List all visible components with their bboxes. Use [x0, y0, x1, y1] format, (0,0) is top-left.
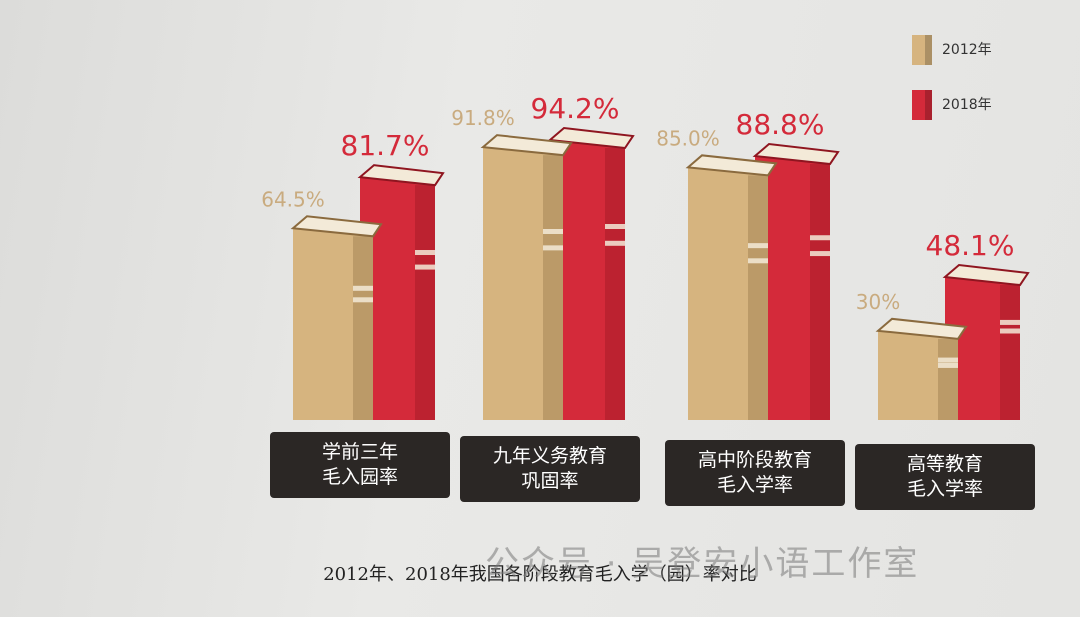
- book-stripe: [605, 240, 625, 246]
- legend-label: 2018年: [942, 97, 992, 113]
- book-spine: [353, 236, 373, 420]
- book-spine: [748, 175, 768, 420]
- value-label: 85.0%: [656, 126, 720, 150]
- book-stripe: [415, 250, 435, 256]
- value-label: 30%: [856, 290, 900, 314]
- bar: [878, 330, 958, 420]
- book-top: [290, 215, 383, 238]
- value-label: 48.1%: [926, 229, 1015, 262]
- book-stripe: [1000, 319, 1020, 325]
- book-spine: [543, 155, 563, 420]
- book-stripe: [938, 362, 958, 368]
- legend-label: 2012年: [942, 42, 992, 58]
- watermark: 公众号 · 吴登安小语工作室: [485, 544, 920, 584]
- category-label: 九年义务教育 巩固率: [460, 436, 640, 502]
- book-spine: [415, 185, 435, 420]
- book-stripe: [543, 228, 563, 234]
- book-top: [685, 154, 778, 177]
- legend-swatch: [912, 35, 932, 65]
- value-label: 94.2%: [531, 92, 620, 125]
- book-top: [875, 317, 968, 340]
- book-top: [942, 263, 1030, 287]
- book-stripe: [543, 245, 563, 251]
- value-label: 91.8%: [451, 106, 515, 130]
- book-top: [752, 143, 840, 166]
- category-label: 高中阶段教育 毛入学率: [665, 440, 845, 506]
- book-spine: [605, 148, 625, 420]
- book-stripe: [748, 243, 768, 249]
- book-top: [547, 126, 635, 150]
- book-stripe: [810, 251, 830, 257]
- book-stripe: [810, 235, 830, 241]
- value-label: 64.5%: [261, 187, 325, 211]
- book-stripe: [748, 258, 768, 264]
- legend-swatch: [912, 90, 932, 120]
- book-spine: [938, 338, 958, 420]
- category-label: 学前三年 毛入园率: [270, 432, 450, 498]
- bar: [688, 167, 768, 420]
- book-stripe: [938, 357, 958, 363]
- book-spine: [810, 164, 830, 420]
- book-stripe: [353, 297, 373, 303]
- bar: [293, 228, 373, 420]
- legend-swatch-stripe: [925, 35, 932, 65]
- book-stripe: [1000, 328, 1020, 334]
- book-stripe: [353, 285, 373, 291]
- book-spine: [1000, 285, 1020, 420]
- category-label: 高等教育 毛入学率: [855, 444, 1035, 510]
- chart-title: 2012年、2018年我国各阶段教育毛入学（园）率对比: [323, 564, 757, 585]
- book-stripe: [605, 224, 625, 229]
- book-top: [357, 164, 445, 187]
- legend-swatch-stripe: [925, 90, 932, 120]
- book-top: [480, 134, 573, 157]
- bar: [483, 147, 563, 420]
- value-label: 81.7%: [341, 129, 430, 162]
- book-stripe: [415, 264, 435, 270]
- value-label: 88.8%: [736, 108, 825, 141]
